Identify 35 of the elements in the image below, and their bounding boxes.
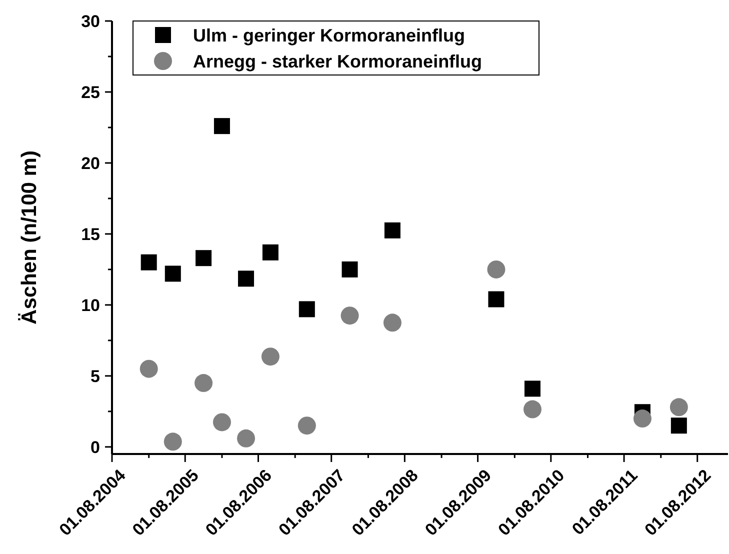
y-tick-label: 25 (81, 82, 100, 102)
point (238, 270, 254, 287)
y-axis-title: Äschen (n/100 m) (18, 150, 41, 324)
y-tick-label: 0 (90, 438, 100, 457)
y-tick-label: 15 (81, 224, 100, 244)
point (670, 398, 688, 416)
point (214, 118, 230, 134)
point (140, 360, 158, 378)
point (670, 418, 687, 434)
y-tick-label: 20 (81, 154, 100, 173)
y-tick-label: 30 (81, 12, 100, 31)
point (633, 410, 652, 428)
point (196, 250, 212, 266)
legend-label: Ulm - geringer Kormoraneinflug (193, 25, 466, 46)
point (298, 301, 315, 318)
point (488, 291, 504, 308)
point (487, 260, 506, 278)
point (384, 222, 400, 238)
point (340, 306, 359, 325)
point (212, 413, 231, 432)
point (261, 348, 280, 366)
point (383, 314, 402, 332)
point (140, 254, 157, 270)
legend-label: Arnegg - starker Kormoraneinflug (193, 51, 482, 72)
point (262, 244, 278, 260)
point (164, 432, 182, 451)
point (237, 429, 256, 448)
y-tick-label: 10 (81, 296, 100, 315)
point (342, 261, 358, 278)
y-tick-label: 5 (90, 366, 100, 386)
point (298, 416, 316, 435)
point (164, 266, 181, 282)
point (524, 380, 540, 397)
point (523, 400, 542, 418)
point (194, 374, 213, 392)
